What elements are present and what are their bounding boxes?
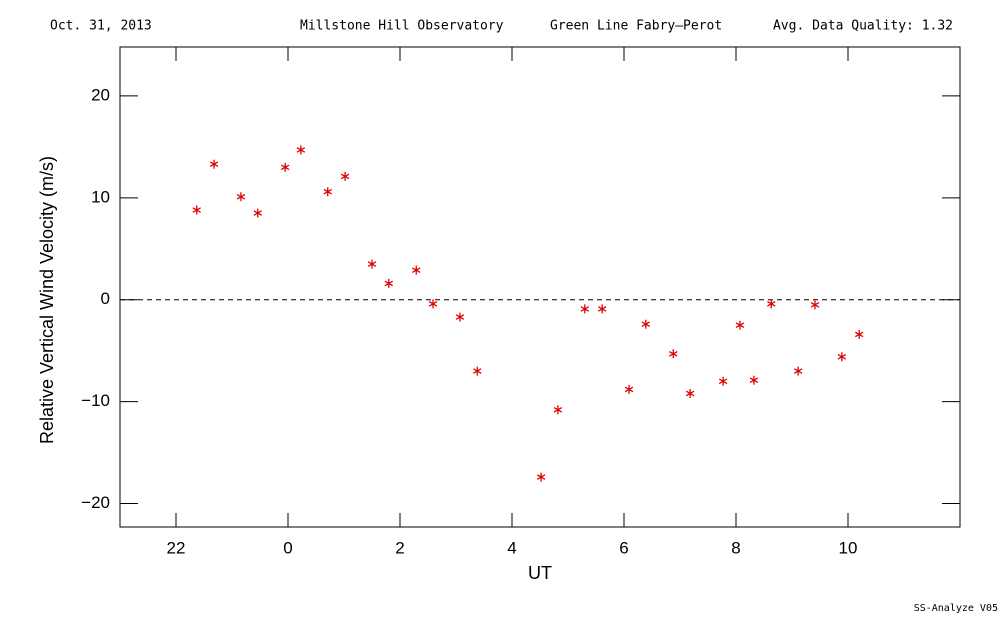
data-point xyxy=(669,349,678,359)
x-tick-label: 2 xyxy=(395,538,404,557)
x-axis-label: UT xyxy=(528,563,552,583)
data-point xyxy=(253,208,262,218)
header-date: Oct. 31, 2013 xyxy=(50,19,152,34)
data-point xyxy=(455,312,465,322)
data-point xyxy=(580,304,590,314)
data-point xyxy=(367,259,377,269)
x-tick-label: 6 xyxy=(619,538,628,557)
data-point xyxy=(624,384,634,394)
data-point xyxy=(236,192,246,202)
data-point xyxy=(718,376,728,386)
x-tick-label: 10 xyxy=(839,538,858,557)
data-point xyxy=(280,162,290,172)
data-point xyxy=(428,299,438,309)
x-tick-label: 22 xyxy=(167,538,186,557)
x-tick-label: 0 xyxy=(283,538,292,557)
data-point xyxy=(384,278,394,288)
data-point xyxy=(340,171,350,181)
header-site: Millstone Hill Observatory xyxy=(300,19,504,34)
data-point xyxy=(597,304,607,314)
y-tick-label: −20 xyxy=(81,493,110,512)
data-point xyxy=(473,366,482,376)
header-instrument: Green Line Fabry—Perot xyxy=(550,19,722,34)
data-point xyxy=(810,300,820,310)
y-axis-label: Relative Vertical Wind Velocity (m/s) xyxy=(37,156,57,444)
data-point xyxy=(854,329,864,339)
data-point xyxy=(192,205,201,215)
data-point xyxy=(685,388,695,398)
y-tick-label: −10 xyxy=(81,391,110,410)
y-tick-label: 20 xyxy=(91,85,110,104)
data-point xyxy=(749,375,759,385)
plot-frame xyxy=(119,46,961,528)
data-point xyxy=(553,405,563,415)
footer: SS-Analyze V05 xyxy=(914,603,998,614)
y-tick-label: 0 xyxy=(101,289,110,308)
data-point xyxy=(412,265,421,275)
x-tick-label: 4 xyxy=(507,538,516,557)
data-point xyxy=(837,352,847,362)
x-tick-label: 8 xyxy=(731,538,740,557)
data-point xyxy=(641,319,651,329)
data-point xyxy=(296,145,306,155)
data-point xyxy=(323,187,332,197)
data-point xyxy=(735,320,745,330)
y-tick-label: 10 xyxy=(91,187,110,206)
data-point xyxy=(536,472,546,482)
data-point xyxy=(209,159,219,169)
header-quality: Avg. Data Quality: 1.32 xyxy=(773,19,953,34)
data-point xyxy=(767,299,776,309)
data-point xyxy=(793,366,803,376)
